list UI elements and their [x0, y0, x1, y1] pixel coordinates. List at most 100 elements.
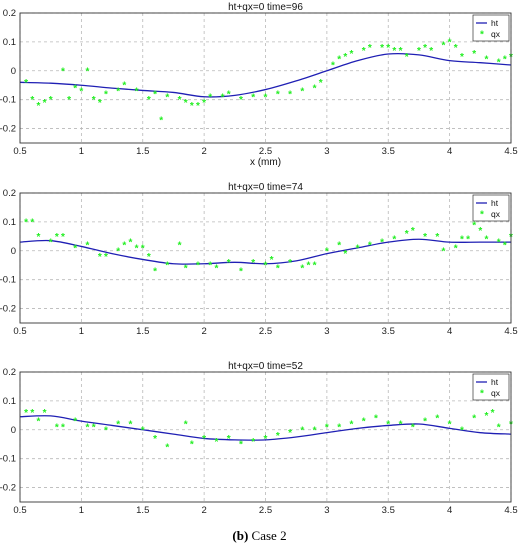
data-point-qx: *: [184, 420, 188, 431]
data-point-qx: *: [104, 89, 108, 100]
data-point-qx: *: [86, 66, 90, 77]
data-point-qx: *: [313, 261, 317, 272]
x-tick-label: 4: [447, 326, 452, 337]
data-point-qx: *: [362, 417, 366, 428]
data-point-qx: *: [300, 87, 304, 98]
data-point-qx: *: [288, 428, 292, 439]
data-point-qx: *: [153, 89, 157, 100]
data-point-qx: *: [30, 217, 34, 228]
data-point-qx: *: [276, 264, 280, 275]
legend-swatch-qx: *: [480, 30, 484, 41]
x-tick-label: 4: [447, 146, 452, 157]
legend-box: [472, 194, 510, 222]
data-point-qx: *: [251, 92, 255, 103]
data-point-qx: *: [165, 261, 169, 272]
y-tick-label: 0: [11, 246, 16, 257]
data-point-qx: *: [300, 264, 304, 275]
legend-box: [472, 14, 510, 42]
data-point-qx: *: [61, 66, 65, 77]
data-point-qx: *: [36, 417, 40, 428]
data-point-qx: *: [331, 61, 335, 72]
data-point-qx: *: [325, 246, 329, 257]
x-tick-label: 3: [324, 326, 329, 337]
y-tick-label: 0: [11, 425, 16, 436]
data-point-qx: *: [399, 46, 403, 57]
data-point-qx: *: [466, 235, 470, 246]
x-tick-label: 1.5: [136, 505, 149, 516]
data-point-qx: *: [104, 425, 108, 436]
data-point-qx: *: [251, 258, 255, 269]
data-point-qx: *: [153, 267, 157, 278]
chart-panel-time-96: 0.5 1 1.5 2 2.5 3 3.5 4 4.5 -0.2 -0.1 0 0.1 0.2 ht+qx=…: [0, 2, 518, 168]
data-point-qx: *: [380, 43, 384, 54]
data-point-qx: *: [460, 235, 464, 246]
data-point-qx: *: [190, 440, 194, 451]
data-point-qx: *: [386, 43, 390, 54]
data-point-qx: *: [460, 425, 464, 436]
data-point-qx: *: [300, 425, 304, 436]
data-point-qx: *: [178, 241, 182, 252]
data-point-qx: *: [196, 261, 200, 272]
chart-panel-time-52: 0.5 1 1.5 2 2.5 3 3.5 4 4.5 -0.2 -0.1 0 0.1 0.2 ht+qx=…: [0, 361, 518, 516]
data-point-qx: *: [116, 420, 120, 431]
data-point-qx: *: [325, 422, 329, 433]
data-point-qx: *: [349, 49, 353, 60]
y-tick-label: 0.1: [3, 396, 16, 407]
data-point-qx: *: [202, 434, 206, 445]
data-point-qx: *: [251, 437, 255, 448]
data-point-qx: *: [141, 243, 145, 254]
y-tick-label: 0.2: [3, 188, 16, 199]
data-point-qx: *: [288, 89, 292, 100]
x-axis-label: x (mm): [250, 157, 281, 168]
data-point-qx: *: [24, 217, 28, 228]
x-tick-label: 2: [201, 505, 206, 516]
x-tick-label: 1.5: [136, 146, 149, 157]
x-tick-label: 2: [201, 146, 206, 157]
data-point-qx: *: [429, 46, 433, 57]
data-point-qx: *: [368, 241, 372, 252]
x-tick-label: 2.5: [259, 146, 272, 157]
data-point-qx: *: [141, 425, 145, 436]
legend-label-ht: ht: [491, 198, 499, 208]
data-point-qx: *: [405, 52, 409, 63]
data-point-qx: *: [86, 422, 90, 433]
data-point-qx: *: [202, 98, 206, 109]
data-point-qx: *: [239, 440, 243, 451]
data-point-qx: *: [55, 232, 59, 243]
data-point-qx: *: [73, 243, 77, 254]
data-point-qx: *: [227, 89, 231, 100]
chart-panel-time-74: 0.5 1 1.5 2 2.5 3 3.5 4 4.5 -0.2 -0.1 0 0.1 0.2 ht+qx=…: [0, 182, 518, 337]
x-tick-label: 3: [324, 505, 329, 516]
data-point-qx: *: [147, 95, 151, 106]
x-tick-label: 1: [79, 146, 84, 157]
x-tick-label: 0.5: [13, 146, 26, 157]
data-point-qx: *: [184, 264, 188, 275]
data-point-qx: *: [448, 37, 452, 48]
data-point-qx: *: [227, 258, 231, 269]
data-point-qx: *: [423, 417, 427, 428]
data-point-qx: *: [288, 258, 292, 269]
data-point-qx: *: [165, 443, 169, 454]
data-point-qx: *: [411, 226, 415, 237]
data-point-qx: *: [153, 434, 157, 445]
y-tick-label: 0: [11, 66, 16, 77]
data-point-qx: *: [214, 264, 218, 275]
data-point-qx: *: [129, 238, 133, 249]
data-point-qx: *: [343, 52, 347, 63]
y-tick-label: 0.1: [3, 37, 16, 48]
data-point-qx: *: [392, 46, 396, 57]
x-tick-label: 4.5: [504, 326, 517, 337]
data-point-qx: *: [454, 43, 458, 54]
data-point-qx: *: [208, 92, 212, 103]
chart-title: ht+qx=0 time=74: [228, 182, 303, 193]
data-point-qx: *: [368, 43, 372, 54]
figure-caption: (b) Case 2: [0, 528, 519, 544]
data-point-qx: *: [411, 422, 415, 433]
chart-title: ht+qx=0 time=52: [228, 361, 303, 372]
data-point-qx: *: [472, 414, 476, 425]
caption-label: (b): [232, 528, 249, 543]
data-point-qx: *: [460, 52, 464, 63]
data-point-qx: *: [307, 261, 311, 272]
x-tick-label: 3.5: [382, 326, 395, 337]
y-tick-label: 0.1: [3, 217, 16, 228]
